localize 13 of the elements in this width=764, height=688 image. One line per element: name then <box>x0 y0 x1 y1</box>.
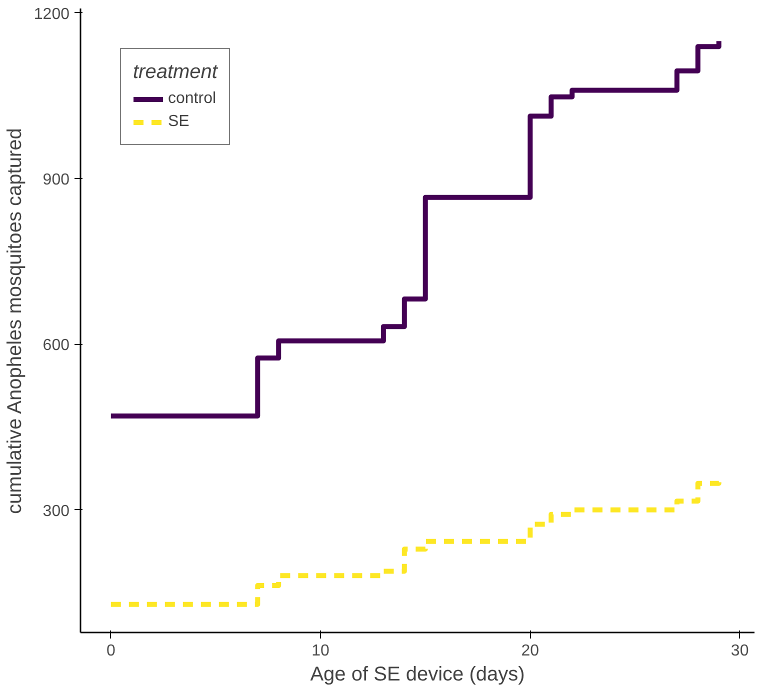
legend-label: SE <box>168 113 190 131</box>
y-axis-title: cumulative Anopheles mosquitoes captured <box>4 128 26 514</box>
x-tick-label: 20 <box>521 642 540 660</box>
y-tick-label: 600 <box>42 337 70 354</box>
y-tick-label: 900 <box>42 172 70 189</box>
y-tick-label: 1200 <box>34 6 70 23</box>
x-axis-title: Age of SE device (days) <box>310 664 525 686</box>
x-tick-label: 30 <box>730 642 749 660</box>
y-tick-label: 300 <box>42 502 70 520</box>
x-tick-label: 0 <box>106 642 116 660</box>
x-tick-label: 10 <box>312 642 330 660</box>
legend-title: treatment <box>133 61 218 84</box>
legend-label: control <box>168 90 216 108</box>
